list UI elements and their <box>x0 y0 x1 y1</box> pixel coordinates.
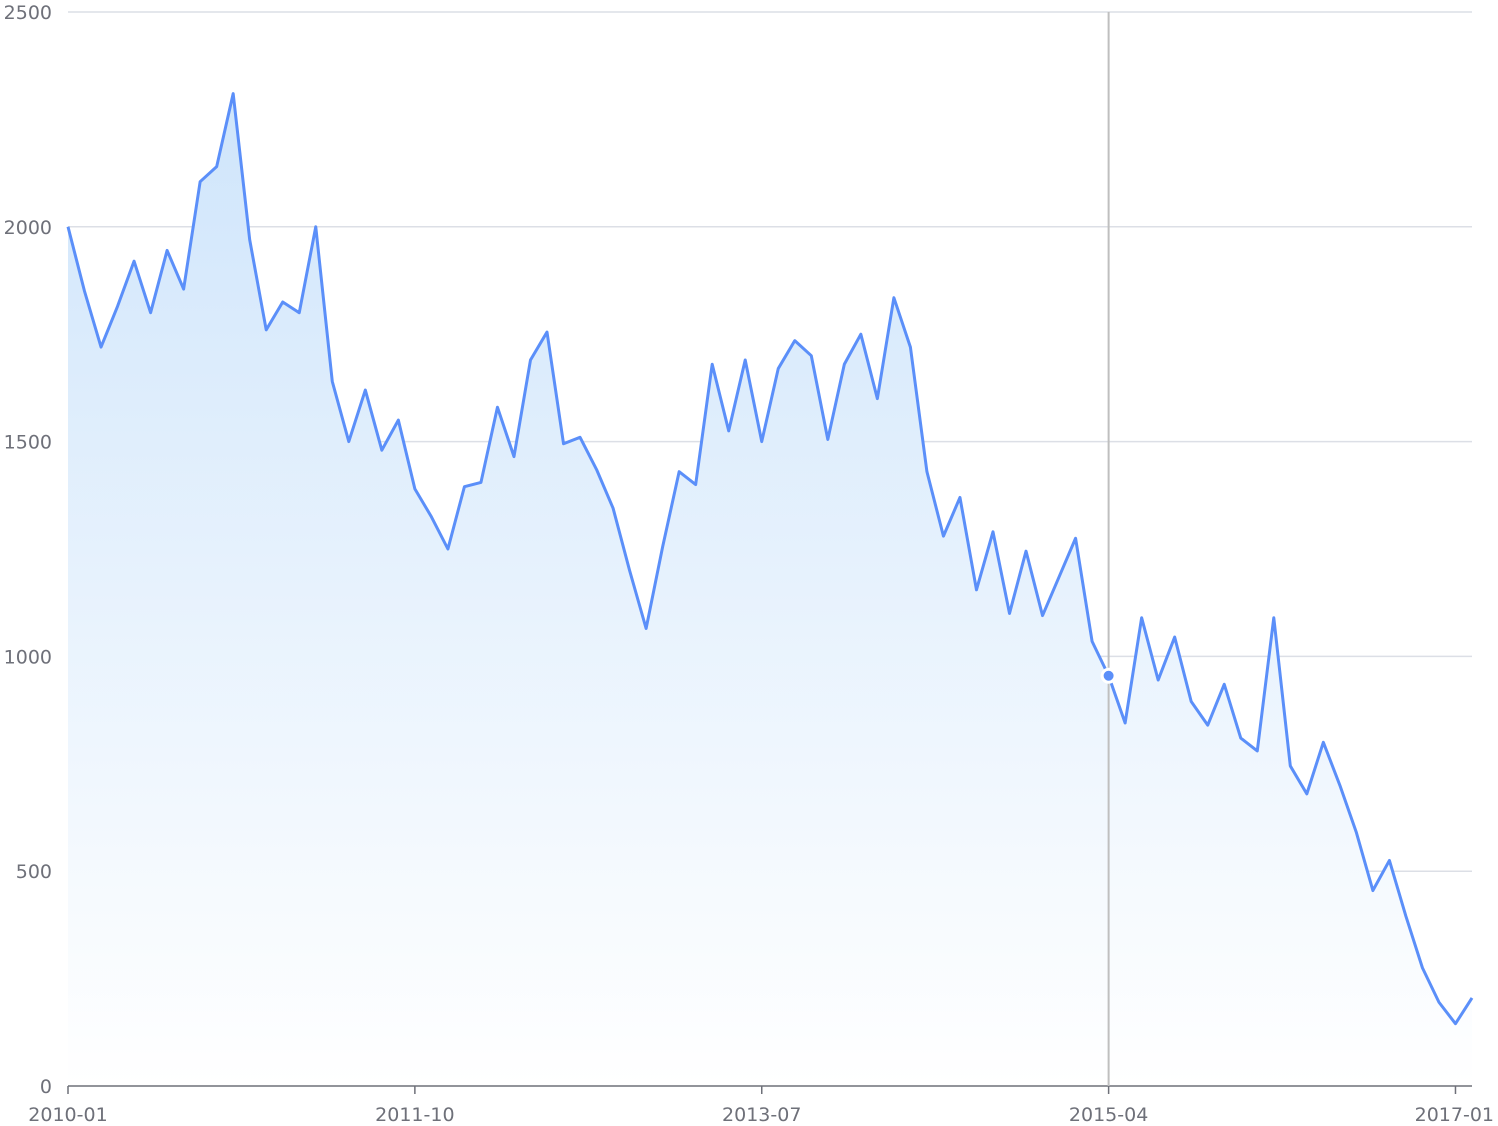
x-tick-label: 2017-01 <box>1415 1104 1494 1126</box>
crosshair <box>1100 12 1117 1086</box>
series-area <box>68 93 1472 1087</box>
x-axis <box>67 1085 1472 1094</box>
line-path <box>66 92 1474 1026</box>
x-tick-label: 2010-01 <box>28 1104 107 1126</box>
x-tick-label: 2011-10 <box>375 1104 454 1126</box>
y-tick-label: 1000 <box>4 646 52 668</box>
y-tick-label: 2000 <box>4 217 52 239</box>
y-tick-label: 2500 <box>4 2 52 24</box>
y-axis-tick-labels: 0 500 1000 1500 2000 2500 <box>4 2 52 1098</box>
y-tick-label: 0 <box>40 1076 52 1098</box>
x-axis-tick-labels: 2010-01 2011-10 2013-07 2015-04 2017-01 <box>28 1104 1494 1126</box>
y-tick-label: 1500 <box>4 432 52 454</box>
y-tick-label: 500 <box>16 861 52 883</box>
x-tick-label: 2013-07 <box>722 1104 801 1126</box>
series-line <box>66 92 1474 1026</box>
x-tick-label: 2015-04 <box>1069 1104 1148 1126</box>
active-point-marker[interactable] <box>1100 667 1117 684</box>
area-fill <box>68 93 1472 1087</box>
